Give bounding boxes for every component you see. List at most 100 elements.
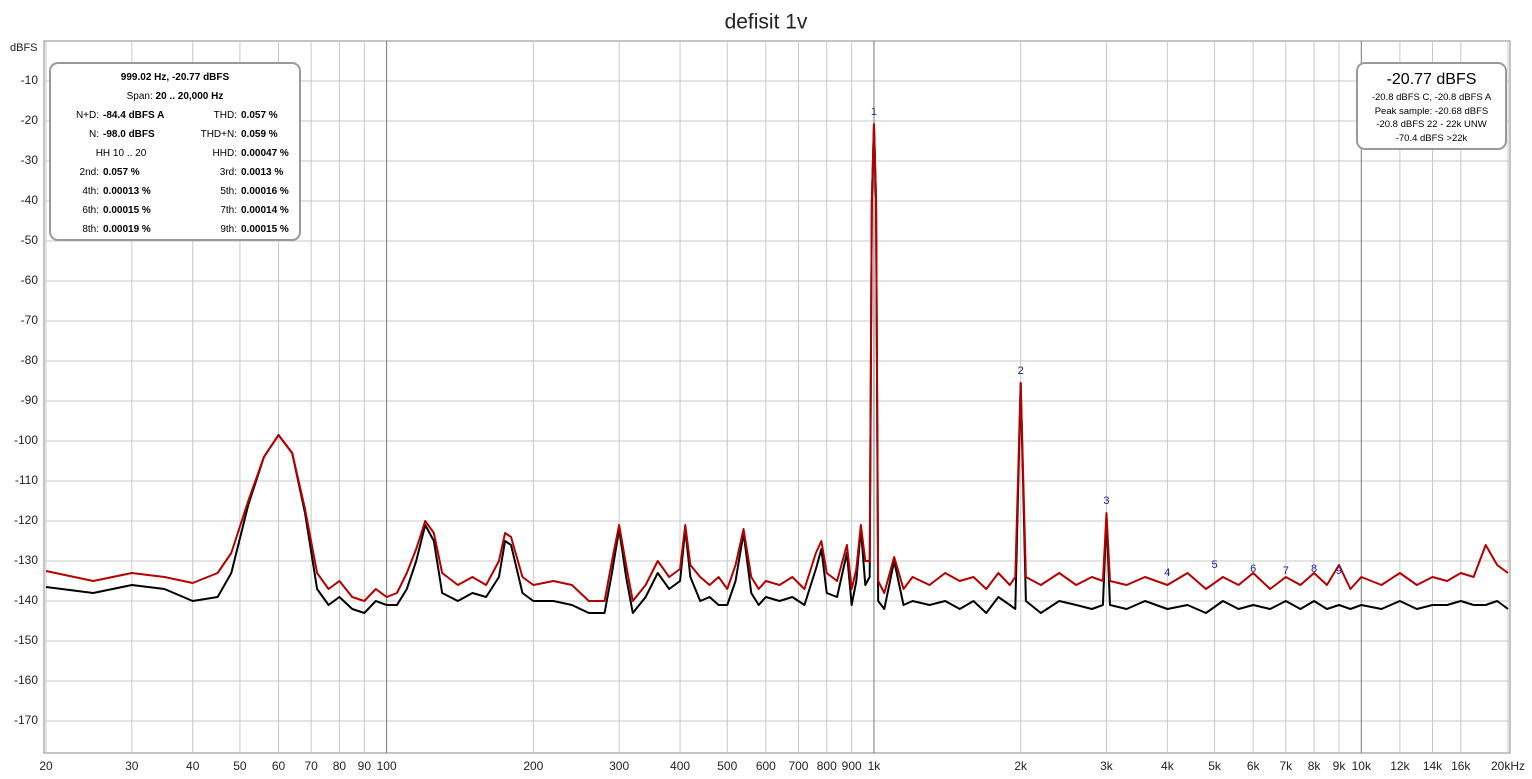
x-tick-label: 500 [717, 759, 737, 773]
y-tick-label: -110 [15, 473, 38, 487]
info-label: 3rd: [219, 167, 237, 178]
harmonic-marker: 2 [1018, 365, 1024, 377]
y-tick-label: -170 [14, 713, 38, 727]
y-axis-label: dBFS [10, 42, 38, 54]
info-value: 0.00014 % [241, 205, 289, 216]
info-label: 6th: [82, 205, 99, 216]
y-tick-label: -80 [21, 353, 39, 367]
y-tick-label: -130 [14, 553, 38, 567]
series-line [45, 123, 1509, 602]
info-value: 0.00016 % [241, 186, 289, 197]
info-label: 7th: [220, 205, 237, 216]
info-row: 2nd: 0.057 % 3rd: 0.0013 % [57, 163, 293, 182]
y-tick-label: -90 [21, 393, 39, 407]
harmonic-marker: 1 [871, 106, 877, 118]
x-tick-label: 5k [1208, 759, 1222, 773]
info-value: 0.00047 % [241, 148, 289, 159]
info-value: 0.00019 % [103, 224, 151, 235]
x-tick-label: 3k [1100, 759, 1114, 773]
series-line [45, 123, 1509, 614]
x-tick-label: 1k [868, 759, 882, 773]
x-tick-label: 20 [39, 759, 53, 773]
harmonic-marker: 4 [1164, 567, 1170, 579]
harmonic-marker: 9 [1336, 565, 1342, 577]
x-tick-label: 700 [788, 759, 808, 773]
readout-line: -20.8 dBFS C, -20.8 dBFS A [1371, 92, 1492, 103]
x-tick-label: 90 [358, 759, 372, 773]
info-value: -98.0 dBFS [103, 129, 155, 140]
readout-line: -20.8 dBFS 22 - 22k UNW [1376, 119, 1487, 130]
x-tick-label: 40 [186, 759, 200, 773]
span-label: Span: [126, 91, 153, 102]
info-row: 4th: 0.00013 % 5th: 0.00016 % [57, 182, 293, 201]
x-tick-label: 50 [233, 759, 247, 773]
x-tick-label: 300 [609, 759, 629, 773]
y-tick-label: -10 [21, 73, 39, 87]
x-tick-label: 100 [377, 759, 397, 773]
info-value: 0.00013 % [103, 186, 151, 197]
harmonic-marker: 6 [1250, 563, 1256, 575]
span-value: 20 .. 20,000 Hz [155, 91, 224, 102]
harmonic-marker: 7 [1283, 565, 1289, 577]
x-tick-label: 400 [670, 759, 690, 773]
info-row: 6th: 0.00015 % 7th: 0.00014 % [57, 201, 293, 220]
y-tick-label: -70 [21, 313, 39, 327]
info-label: HH 10 .. 20 [95, 148, 147, 159]
info-row: 8th: 0.00019 % 9th: 0.00015 % [57, 220, 293, 239]
x-tick-label: 200 [523, 759, 543, 773]
info-label: 5th: [220, 186, 237, 197]
x-tick-label: 70 [304, 759, 318, 773]
x-tick-label: 10k [1352, 759, 1372, 773]
y-tick-label: -150 [14, 633, 38, 647]
harmonic-marker: 3 [1103, 495, 1109, 507]
y-tick-label: -120 [14, 513, 38, 527]
info-label: 4th: [82, 186, 99, 197]
x-tick-label: 6k [1247, 759, 1261, 773]
x-tick-label: 7k [1279, 759, 1293, 773]
x-tick-label: 4k [1161, 759, 1175, 773]
readout-line: -70.4 dBFS >22k [1395, 132, 1468, 144]
readout-box: -20.77 dBFS -20.8 dBFS C, -20.8 dBFS A Pea… [1356, 62, 1507, 150]
info-label: 9th: [220, 224, 237, 235]
x-tick-label: 20kHz [1491, 759, 1525, 773]
chart-title: defisit 1v [725, 11, 808, 34]
info-value: 0.00015 % [241, 224, 289, 235]
y-tick-label: -40 [21, 193, 39, 207]
y-tick-label: -160 [14, 673, 38, 687]
info-label: THD: [213, 110, 237, 121]
x-tick-label: 600 [756, 759, 776, 773]
info-value: 0.0013 % [241, 167, 284, 178]
x-tick-label: 900 [842, 759, 862, 773]
info-label: N: [89, 129, 99, 140]
info-row: HH 10 .. 20 HHD: 0.00047 % [57, 144, 293, 163]
info-value: -84.4 dBFS A [103, 110, 165, 121]
readout-headline: -20.77 dBFS [1386, 71, 1477, 88]
info-box: 999.02 Hz, -20.77 dBFS Span: 20 .. 20,000… [49, 62, 301, 241]
readout-line: Peak sample: -20.68 dBFS [1374, 105, 1489, 117]
x-tick-label: 2k [1014, 759, 1028, 773]
info-value: 0.057 % [241, 110, 278, 121]
info-label: HHD: [212, 148, 237, 159]
info-value: 0.059 % [241, 129, 278, 140]
y-tick-label: -100 [14, 433, 38, 447]
span-line: Span: 20 .. 20,000 Hz [57, 87, 293, 106]
x-tick-label: 800 [817, 759, 837, 773]
y-tick-label: -20 [21, 113, 39, 127]
y-tick-label: -140 [14, 593, 38, 607]
x-tick-label: 14k [1423, 759, 1443, 773]
x-tick-label: 9k [1333, 759, 1347, 773]
y-tick-label: -50 [21, 233, 39, 247]
harmonic-marker: 5 [1212, 559, 1218, 571]
info-header: 999.02 Hz, -20.77 dBFS [120, 72, 230, 83]
info-row: N+D: -84.4 dBFS A THD: 0.057 % [57, 106, 293, 125]
info-label: 2nd: [79, 167, 99, 178]
x-tick-label: 8k [1308, 759, 1322, 773]
x-tick-label: 16k [1451, 759, 1471, 773]
y-tick-label: -60 [21, 273, 39, 287]
x-tick-label: 12k [1390, 759, 1410, 773]
info-value: 0.00015 % [103, 205, 151, 216]
x-tick-label: 80 [333, 759, 347, 773]
x-tick-label: 30 [125, 759, 139, 773]
